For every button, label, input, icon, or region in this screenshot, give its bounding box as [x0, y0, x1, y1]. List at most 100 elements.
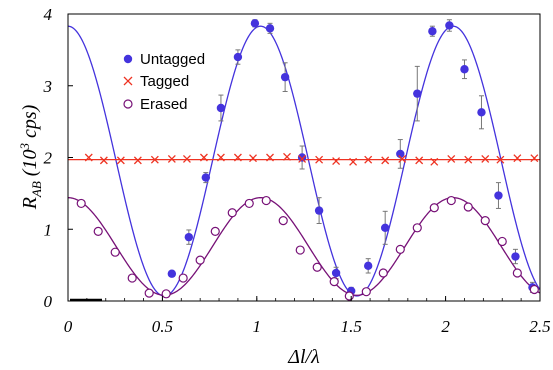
data-point-tagged [266, 153, 274, 162]
data-point-untagged [494, 191, 503, 200]
y-axis-label-sub: AB [29, 181, 44, 198]
data-point-tagged [116, 156, 125, 165]
data-point-erased [110, 247, 120, 257]
y-axis-label-main: R [19, 197, 41, 210]
data-point-tagged [430, 157, 439, 166]
fit-curve-erased [68, 197, 540, 296]
data-point-erased [395, 244, 405, 254]
data-point-erased [76, 198, 86, 209]
data-point-tagged [99, 156, 108, 165]
data-point-untagged [233, 52, 243, 62]
y-axis-label-unit: cps) [19, 104, 41, 143]
data-point-untagged [297, 153, 307, 162]
y-tick-label: 3 [43, 77, 53, 96]
data-point-erased [210, 226, 220, 237]
data-point-untagged [216, 103, 226, 113]
data-point-erased [480, 216, 490, 226]
data-point-untagged [250, 19, 260, 28]
data-point-untagged [265, 24, 275, 33]
data-point-erased [195, 255, 205, 265]
data-point-untagged [396, 149, 405, 159]
data-point-untagged [201, 173, 211, 182]
y-axis-label-sup: 3 [17, 143, 32, 151]
data-point-erased [295, 245, 305, 255]
data-markers [76, 19, 539, 301]
data-point-tagged [233, 153, 242, 162]
x-tick-label: 2 [441, 317, 450, 336]
legend-marker-tagged [123, 76, 133, 86]
data-point-erased [278, 216, 288, 226]
legend-marker-erased [123, 99, 133, 109]
data-point-tagged [481, 154, 490, 163]
data-point-tagged [249, 154, 257, 163]
data-point-untagged [511, 252, 520, 261]
data-point-erased [178, 273, 188, 283]
data-point-erased [227, 208, 237, 218]
y-axis-label: RAB (103 cps) [17, 104, 44, 210]
data-point-tagged [447, 154, 456, 163]
data-point-erased [329, 277, 339, 287]
x-tick-label: 1 [253, 317, 262, 336]
data-point-tagged [315, 155, 324, 164]
y-axis-label-rest: (10 [19, 150, 41, 182]
data-point-erased [144, 288, 154, 298]
data-point-untagged [331, 268, 341, 278]
data-point-erased [429, 203, 439, 213]
data-point-untagged [363, 261, 373, 271]
data-point-tagged [150, 155, 159, 164]
x-tick-label: 2.5 [529, 317, 550, 336]
x-axis-label: Δl/λ [287, 346, 320, 368]
data-point-erased [412, 223, 422, 233]
data-point-untagged [445, 21, 454, 30]
data-point-tagged [513, 154, 522, 163]
data-point-erased [344, 291, 354, 301]
legend-marker-untagged [123, 54, 133, 64]
data-point-tagged [167, 154, 176, 163]
data-point-untagged [380, 223, 390, 233]
data-point-tagged [298, 154, 307, 163]
data-point-erased [161, 289, 171, 299]
data-point-erased [378, 268, 388, 278]
y-tick-label: 2 [44, 149, 53, 168]
data-point-untagged [167, 269, 177, 278]
data-point-untagged [413, 89, 422, 98]
y-axis-ticks: 0 1 2 3 4 [43, 5, 73, 311]
data-point-erased [361, 287, 371, 297]
data-point-erased [529, 284, 539, 295]
data-point-tagged [464, 155, 473, 164]
fit-curve-untagged [68, 25, 540, 297]
data-point-erased [93, 226, 103, 237]
y-tick-label: 0 [44, 292, 53, 311]
data-point-tagged [84, 153, 93, 162]
data-point-erased [497, 236, 507, 247]
legend: Untagged Tagged Erased [123, 51, 205, 113]
data-point-untagged [460, 65, 469, 74]
data-point-tagged [199, 153, 208, 162]
y-tick-label: 4 [44, 5, 53, 24]
data-point-tagged [530, 154, 539, 163]
error-bars [169, 19, 535, 296]
data-point-erased [312, 262, 322, 272]
data-point-tagged [182, 154, 191, 163]
data-point-untagged [280, 72, 290, 82]
data-point-erased [261, 195, 271, 206]
legend-label-tagged: Tagged [140, 73, 189, 90]
data-point-erased [463, 202, 473, 212]
data-point-untagged [314, 206, 324, 215]
legend-label-erased: Erased [140, 96, 188, 113]
x-axis-ticks: 0 0.5 1 1.5 2 2.5 [64, 296, 551, 336]
legend-label-untagged: Untagged [140, 51, 205, 68]
x-tick-label: 0.5 [152, 317, 173, 336]
y-tick-label: 1 [44, 220, 53, 239]
data-point-tagged [381, 156, 390, 165]
data-point-erased [446, 195, 456, 206]
x-tick-label: 1.5 [341, 317, 362, 336]
data-point-tagged [133, 156, 142, 165]
data-point-untagged [477, 108, 486, 117]
data-point-erased [127, 273, 137, 283]
data-point-tagged [349, 157, 358, 166]
data-point-erased [244, 198, 254, 209]
data-point-tagged [398, 154, 407, 163]
data-point-untagged [428, 27, 437, 36]
